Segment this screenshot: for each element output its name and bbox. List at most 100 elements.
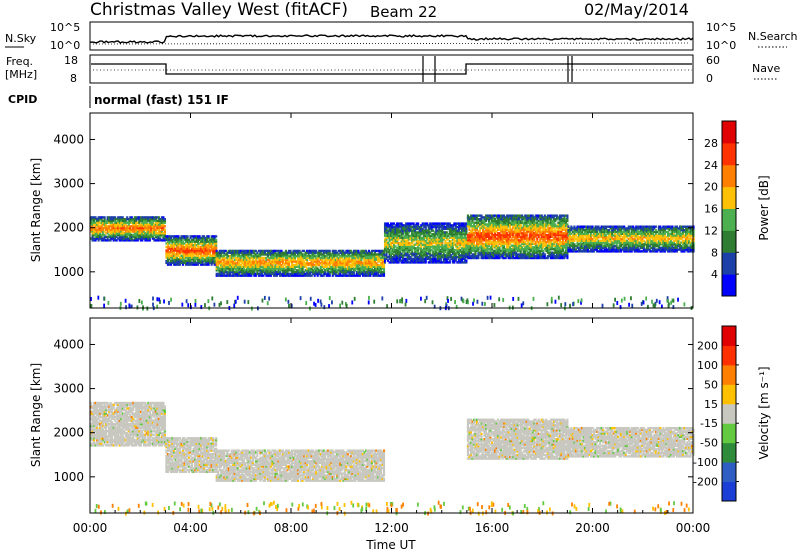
power-cell — [112, 235, 115, 239]
power-cell — [460, 255, 463, 259]
power-cell — [378, 253, 381, 256]
power-cell — [408, 229, 411, 232]
power-cell — [500, 237, 503, 240]
power-cell — [415, 227, 418, 231]
power-cell — [123, 239, 126, 242]
power-cell — [224, 249, 227, 253]
power-cell — [500, 221, 503, 224]
power-cell — [233, 258, 236, 261]
power-cell — [432, 224, 435, 227]
power-cell — [386, 259, 390, 262]
power-cell — [501, 251, 504, 254]
power-cell — [292, 265, 295, 269]
power-cell — [396, 254, 399, 257]
power-cell — [349, 265, 352, 269]
power-cell — [386, 247, 390, 250]
power-cell — [372, 258, 375, 261]
power-cell — [545, 218, 548, 221]
power-cell — [534, 255, 537, 258]
power-cell — [513, 242, 516, 246]
power-cell — [463, 222, 466, 225]
power-cell — [236, 258, 239, 261]
power-cell — [348, 272, 351, 276]
power-cell — [162, 219, 165, 223]
power-cell — [481, 237, 485, 240]
power-cell — [229, 251, 232, 254]
power-cell — [342, 274, 345, 277]
power-cell — [322, 249, 325, 253]
power-cell — [408, 227, 411, 231]
power-cell — [148, 239, 151, 242]
power-cell — [109, 219, 112, 223]
power-cell — [533, 216, 536, 219]
power-cell — [251, 270, 254, 274]
power-cell — [480, 221, 483, 224]
power-cell — [175, 245, 179, 249]
power-cell — [543, 233, 546, 237]
power-cell — [90, 221, 93, 224]
power-cell — [148, 228, 151, 231]
power-cell — [139, 237, 142, 240]
power-cell — [120, 216, 123, 219]
power-cell — [367, 270, 370, 274]
power-cell — [542, 251, 545, 254]
power-cell — [360, 258, 363, 261]
power-cell — [292, 255, 295, 258]
power-cell — [304, 269, 307, 272]
power-cell — [215, 242, 218, 245]
power-cell — [363, 256, 366, 260]
power-cell — [551, 232, 554, 235]
power-cell — [242, 258, 245, 261]
power-cell — [537, 223, 540, 226]
power-cell — [349, 272, 352, 276]
power-cell — [168, 256, 171, 259]
power-cell — [474, 218, 477, 221]
power-cell — [471, 216, 474, 219]
power-cell — [91, 237, 94, 240]
power-cell — [481, 235, 485, 239]
power-cell — [475, 226, 479, 230]
power-cell — [524, 232, 527, 235]
power-cell — [189, 263, 192, 266]
power-cell — [91, 235, 94, 239]
power-cell — [192, 240, 195, 243]
power-cell — [369, 256, 372, 260]
power-cell — [124, 226, 127, 230]
power-cell — [444, 222, 447, 225]
power-cell — [465, 231, 468, 234]
power-cell — [198, 252, 201, 256]
power-cell — [546, 225, 549, 228]
power-cell — [399, 236, 402, 239]
power-cell — [357, 249, 360, 253]
power-cell — [163, 232, 166, 235]
power-cell — [340, 249, 343, 253]
power-cell — [294, 251, 297, 254]
power-cell — [333, 258, 336, 261]
power-cell — [417, 252, 420, 255]
power-cell — [96, 235, 99, 239]
power-cell — [212, 258, 215, 261]
power-cell — [266, 265, 269, 269]
power-cell — [486, 214, 489, 217]
power-cell — [376, 269, 380, 272]
power-cell — [445, 222, 448, 225]
power-cell — [463, 247, 466, 250]
power-cell — [130, 235, 133, 239]
power-cell — [250, 272, 253, 276]
power-cell — [370, 260, 374, 263]
power-cell — [524, 219, 527, 223]
power-cell — [469, 235, 472, 239]
power-cell — [221, 263, 224, 267]
power-cell — [111, 230, 114, 233]
power-cell — [418, 227, 421, 231]
power-cell — [312, 272, 315, 276]
power-cell — [123, 232, 126, 235]
power-cell — [224, 269, 227, 272]
power-cell — [466, 253, 469, 256]
power-cell — [191, 251, 194, 254]
power-cell — [447, 224, 450, 227]
power-cell — [254, 272, 257, 276]
power-cell — [483, 256, 486, 260]
power-cell — [420, 252, 423, 255]
power-cell — [402, 240, 405, 243]
